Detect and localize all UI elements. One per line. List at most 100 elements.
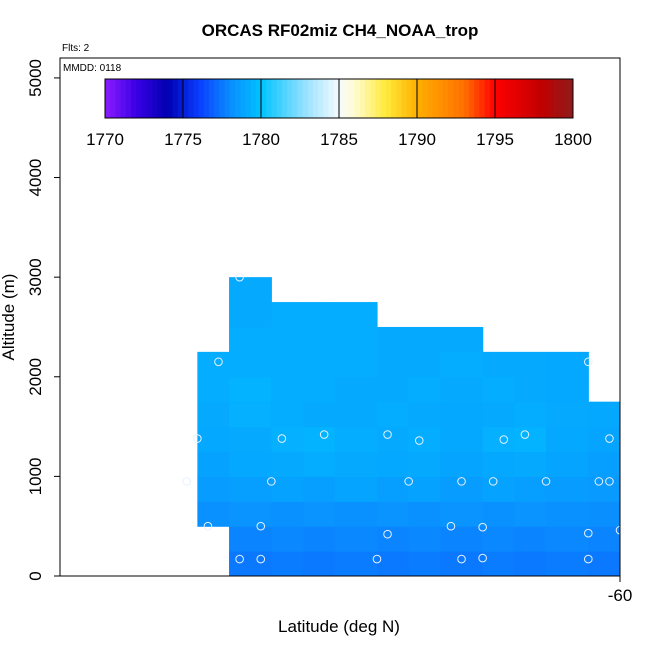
heatmap-cell	[482, 501, 515, 527]
colorbar-tick-label: 1795	[476, 130, 514, 149]
colorbar-segment	[146, 79, 153, 118]
y-axis: 0 1000 2000 3000 4000 5000	[26, 59, 60, 581]
heatmap-cell	[303, 326, 336, 353]
colorbar-segment	[131, 79, 137, 118]
heatmap-cell	[440, 501, 484, 527]
colorbar-segment	[526, 79, 532, 118]
colorbar-segment	[567, 79, 574, 118]
colorbar-segment	[167, 79, 174, 118]
colorbar-tick-label: 1775	[164, 130, 202, 149]
heatmap-cell	[376, 526, 410, 552]
heatmap-cell	[440, 426, 484, 453]
colorbar-segment	[417, 79, 423, 118]
colorbar-segment	[474, 79, 480, 118]
heatmap-cell	[334, 376, 378, 403]
observation-point	[637, 431, 645, 439]
observation-point	[457, 477, 466, 486]
colorbar-segment	[349, 79, 356, 118]
heatmap-cell	[514, 426, 547, 453]
colorbar-segment	[105, 79, 111, 118]
colorbar-segment	[110, 79, 116, 118]
heatmap-cell	[229, 302, 272, 328]
heatmap-cell	[334, 401, 378, 428]
observation-point	[182, 477, 192, 486]
colorbar-segment	[541, 79, 548, 118]
colorbar-segment	[281, 79, 288, 118]
colorbar-segment	[365, 79, 371, 118]
colorbar-segment	[250, 79, 257, 118]
heatmap-cell	[334, 302, 378, 328]
heatmap-cell	[271, 302, 304, 328]
heatmap-cell	[376, 351, 410, 378]
heatmap-cell	[303, 376, 336, 403]
heatmap-cell	[303, 476, 336, 502]
heatmap-cell	[376, 401, 410, 428]
observation-point	[235, 554, 244, 564]
heatmap-cell	[229, 526, 272, 552]
heatmap-cell	[376, 476, 410, 502]
heatmap-cell	[197, 451, 230, 477]
heatmap-cell	[546, 376, 589, 403]
observation-point	[235, 272, 244, 282]
colorbar	[104, 78, 574, 119]
heatmap-cell	[408, 326, 441, 353]
heatmap-cell	[482, 376, 515, 403]
colorbar-segment	[323, 79, 330, 118]
y-tick-label: 0	[26, 571, 45, 580]
heatmap-cell	[620, 427, 650, 453]
colorbar-segment	[453, 79, 460, 118]
observation-point	[319, 430, 329, 439]
observation-point	[414, 436, 424, 445]
heatmap-cell	[546, 451, 589, 477]
heatmap-cell	[303, 302, 336, 328]
heatmap-cell	[514, 376, 547, 403]
heatmap-cell	[588, 476, 620, 502]
colorbar-segment	[536, 79, 543, 118]
heatmap-cell	[588, 526, 620, 552]
colorbar-segment	[318, 79, 324, 118]
observation-point	[372, 554, 382, 564]
heatmap-cell	[440, 401, 484, 428]
colorbar-segment	[552, 79, 558, 118]
observation-point	[256, 554, 266, 564]
colorbar-segment	[328, 79, 335, 118]
colorbar-segment	[193, 79, 200, 118]
heatmap-cell	[546, 476, 589, 502]
colorbar-segment	[271, 79, 278, 118]
y-tick-label: 5000	[26, 59, 45, 97]
colorbar-segment	[380, 79, 387, 118]
colorbar-segment	[463, 79, 470, 118]
heatmap-cell	[229, 376, 272, 403]
heatmap-cell	[334, 476, 378, 502]
heatmap-cell	[482, 551, 515, 576]
heatmap-cell	[588, 401, 620, 428]
heatmap-cell	[482, 401, 515, 428]
colorbar-tick-label: 1785	[320, 130, 358, 149]
colorbar-segment	[443, 79, 449, 118]
heatmap-cell	[440, 351, 484, 378]
colorbar-segment	[422, 79, 428, 118]
colorbar-segment	[297, 79, 304, 118]
colorbar-segment	[339, 79, 345, 118]
observation-point	[520, 430, 530, 439]
colorbar-segment	[235, 79, 241, 118]
colorbar-segment	[307, 79, 314, 118]
colorbar-segment	[302, 79, 309, 118]
heatmap-cell	[482, 426, 515, 453]
heatmap-cell	[271, 551, 304, 576]
heatmap-cell	[376, 551, 410, 576]
colorbar-segment	[505, 79, 512, 118]
colorbar-tick-label: 1790	[398, 130, 436, 149]
heatmap-cell	[440, 326, 484, 353]
colorbar-segment	[162, 79, 168, 118]
colorbar-segment	[287, 79, 293, 118]
colorbar-segment	[136, 79, 142, 118]
heatmap-cell	[408, 451, 441, 477]
heatmap-cell	[440, 476, 484, 502]
colorbar-segment	[391, 79, 397, 118]
flights-annotation: Flts: 2	[62, 43, 90, 54]
colorbar-segment	[370, 79, 376, 118]
colorbar-segment	[469, 79, 475, 118]
heatmap-cell	[514, 526, 547, 552]
heatmap-cell	[271, 476, 304, 502]
